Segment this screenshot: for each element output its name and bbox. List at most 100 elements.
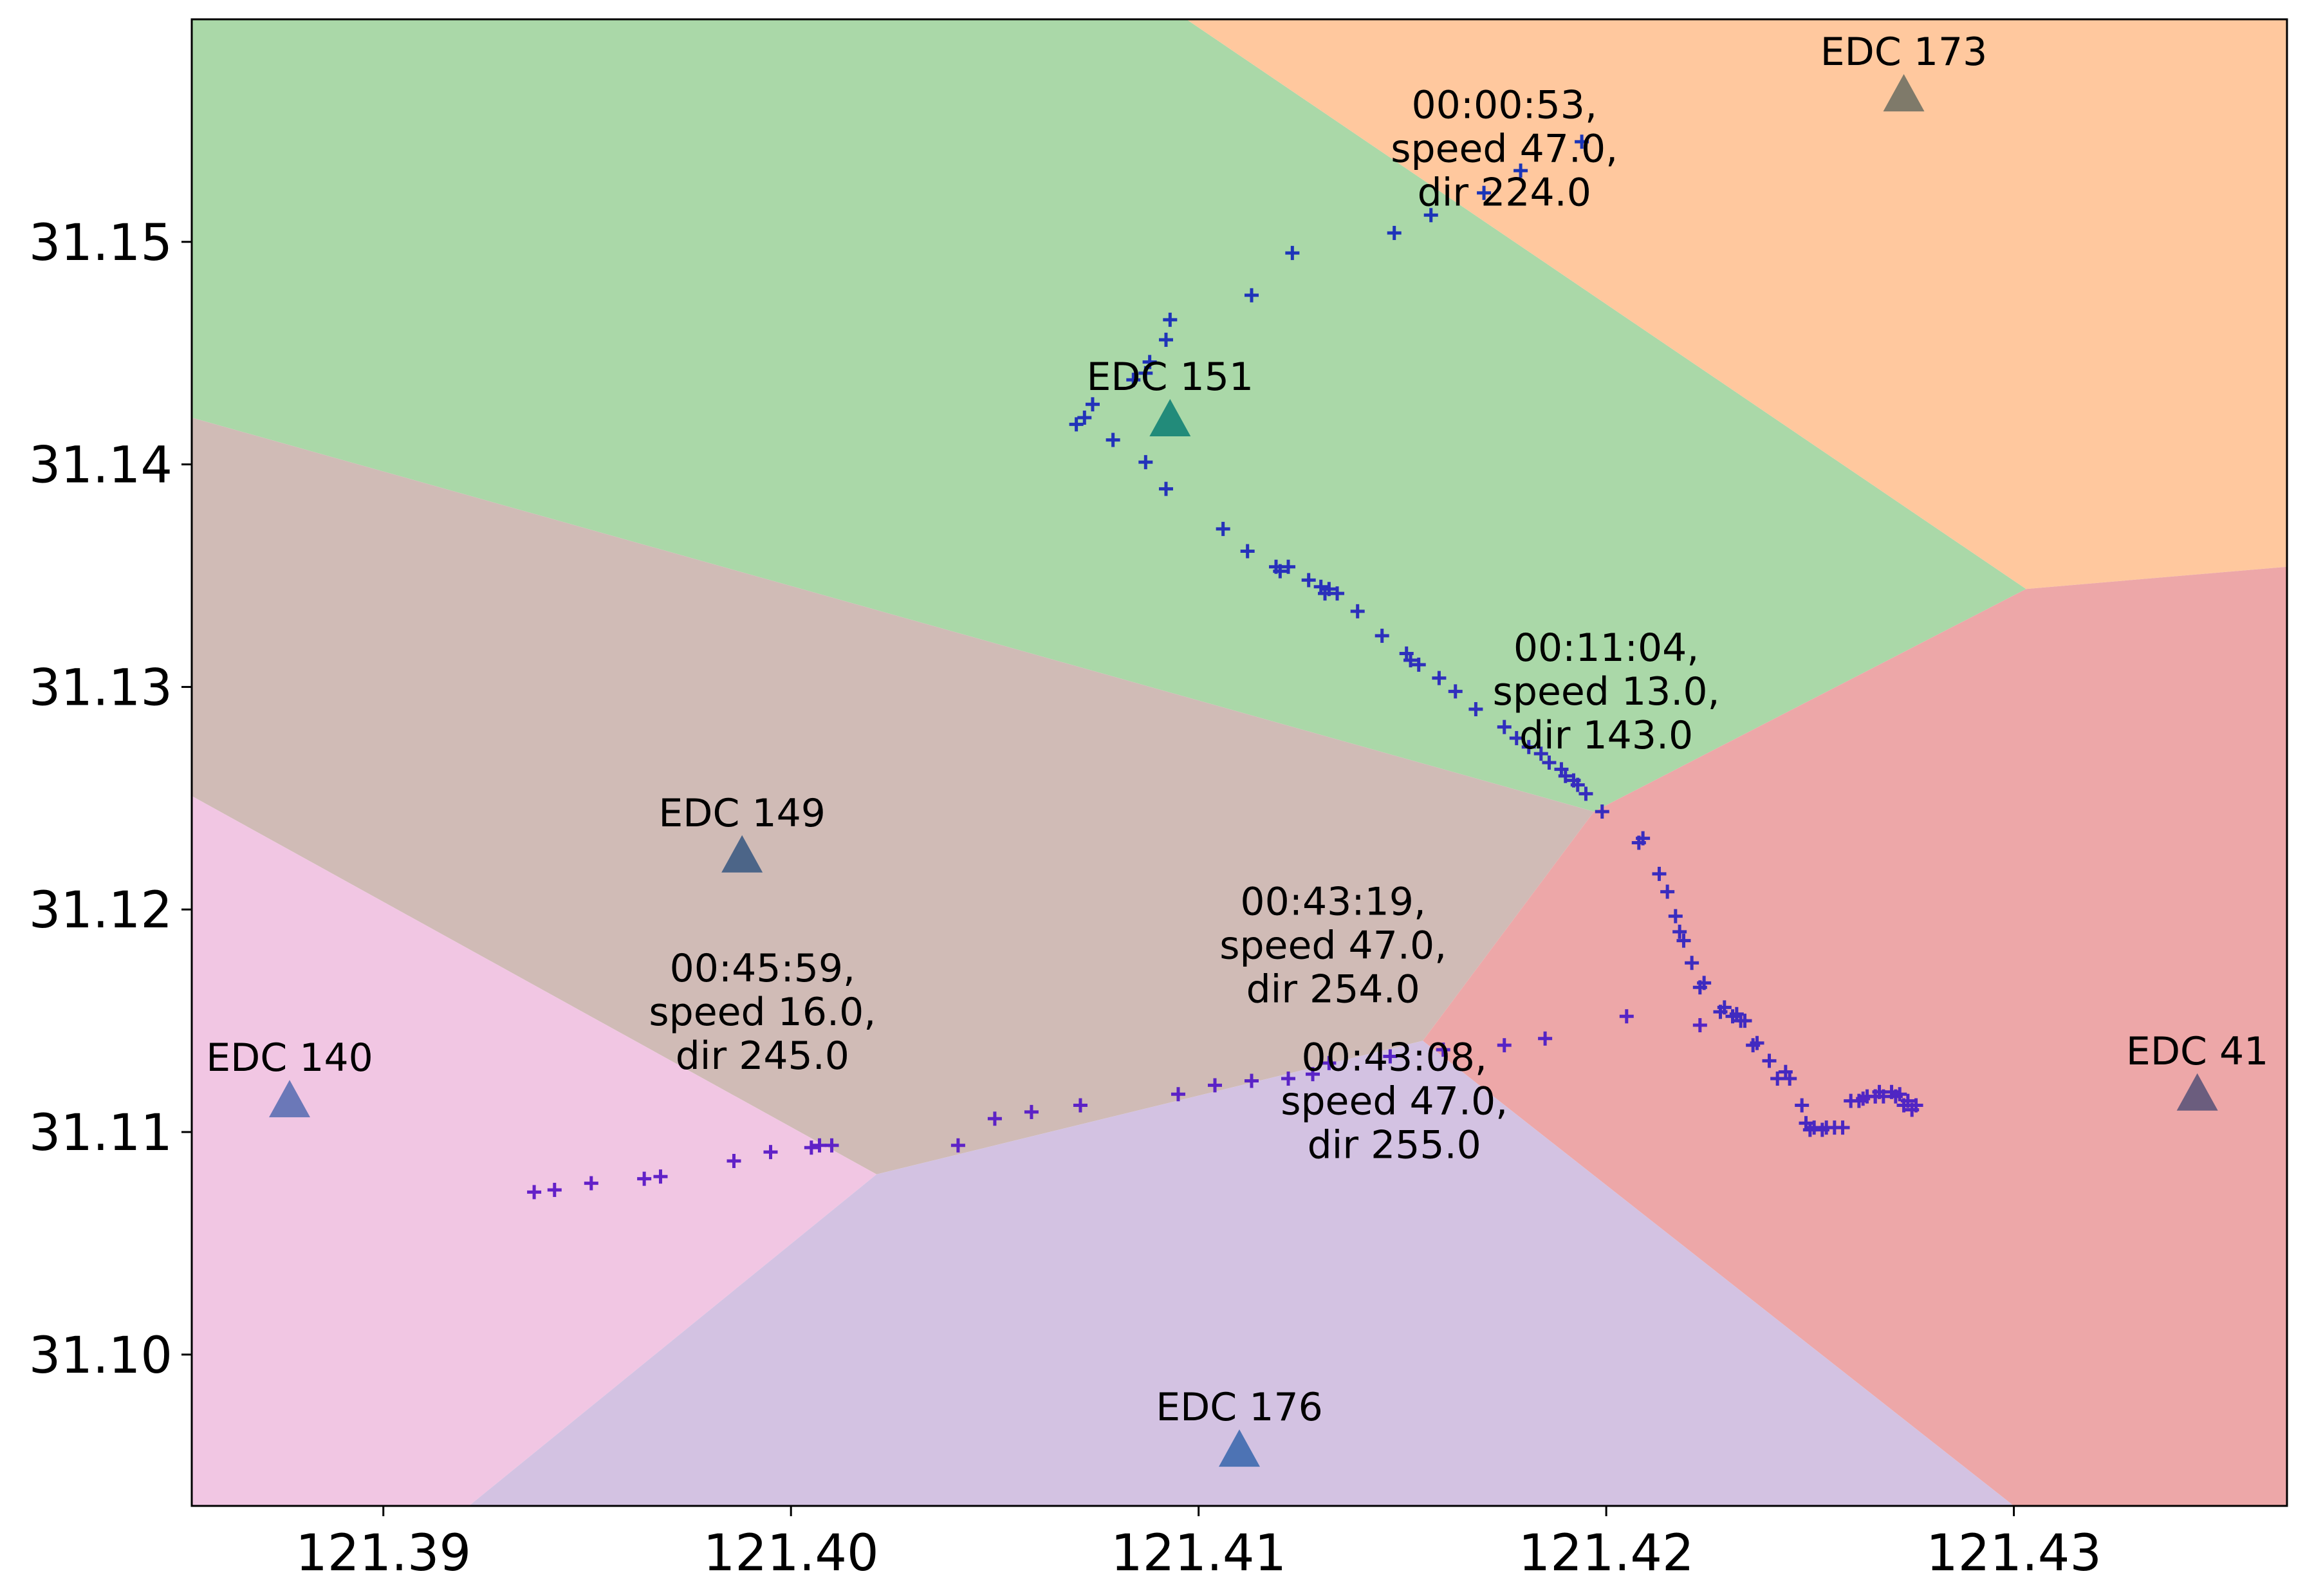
region-edc-173: [1186, 19, 2287, 589]
trajectory-point: [1868, 1089, 1883, 1104]
trajectory-point: [1636, 831, 1651, 846]
station-label: EDC 176: [1156, 1385, 1323, 1430]
trajectory-point: [547, 1182, 562, 1197]
trajectory-point: [1807, 1120, 1822, 1135]
voronoi-regions: [192, 19, 2287, 1506]
y-tick-label: 31.14: [29, 437, 172, 495]
station-marker: [1219, 1429, 1260, 1467]
region-edc-149: [192, 417, 1595, 1174]
trajectory-point: [527, 1185, 542, 1200]
trajectory-point: [1595, 804, 1609, 819]
trajectory-point: [1538, 1031, 1553, 1046]
trajectory-point: [763, 1145, 778, 1160]
trajectory-annotations: 00:00:53, speed 47.0, dir 224.0 00:11:04, sp…: [649, 82, 1719, 1167]
trajectory-point: [1770, 1072, 1785, 1086]
trajectory-point: [1468, 702, 1483, 717]
trajectory-point: [637, 1171, 652, 1186]
y-tick-label: 31.12: [29, 882, 172, 940]
trajectory-point: [1330, 586, 1345, 601]
trajectory-point: [1575, 135, 1589, 149]
trajectory-point: [1717, 1000, 1732, 1015]
trajectory-point: [1375, 628, 1389, 643]
trajectory-point: [1077, 410, 1092, 425]
trajectory-point: [1069, 417, 1084, 432]
trajectory-point: [1245, 288, 1259, 302]
trajectory-point: [1676, 933, 1691, 948]
annotation-label: 00:11:04, speed 13.0, dir 143.0: [1493, 626, 1720, 758]
station-label: EDC 149: [658, 791, 826, 836]
y-axis: 31.10 31.11 31.12 31.13 31.14 31.15: [29, 214, 192, 1385]
trajectory-point: [812, 1138, 827, 1153]
trajectory-points: [527, 135, 1923, 1200]
trajectory-point: [1158, 481, 1173, 496]
station-label: EDC 173: [1820, 30, 1988, 75]
trajectory-point: [1073, 1098, 1088, 1113]
y-tick-label: 31.13: [29, 659, 172, 717]
trajectory-point: [1570, 777, 1585, 792]
trajectory-point: [1126, 373, 1141, 387]
station-label: EDC 151: [1087, 355, 1254, 400]
trajectory-point: [1909, 1098, 1923, 1113]
trajectory-point: [1542, 756, 1557, 770]
region-edc-151: [192, 19, 2026, 812]
annotation-line: 00:43:19,: [1240, 879, 1426, 924]
trajectory-point: [1240, 544, 1255, 559]
annotation-label: 00:45:59, speed 16.0, dir 245.0: [649, 946, 876, 1079]
y-tick-label: 31.15: [29, 214, 172, 272]
y-tick-label: 31.10: [29, 1327, 172, 1385]
annotation-label: 00:00:53, speed 47.0, dir 224.0: [1391, 82, 1618, 215]
station-marker: [721, 835, 763, 873]
trajectory-point: [1207, 1078, 1222, 1093]
trajectory-point: [1685, 956, 1699, 970]
annotation-line: speed 47.0,: [1391, 126, 1618, 171]
trajectory-point: [1672, 924, 1687, 939]
trajectory-point: [1301, 573, 1316, 588]
trajectory-point: [584, 1176, 598, 1191]
annotation-line: dir 254.0: [1246, 967, 1420, 1012]
annotation-line: 00:45:59,: [670, 946, 856, 991]
trajectory-point: [1497, 1038, 1512, 1053]
annotation-label: 00:43:08, speed 47.0, dir 255.0: [1281, 1035, 1508, 1167]
trajectory-point: [804, 1140, 819, 1155]
trajectory-point: [1509, 730, 1524, 745]
x-tick-label: 121.41: [1111, 1525, 1286, 1582]
x-axis: 121.39 121.40 121.41 121.42 121.43: [295, 1506, 2102, 1582]
trajectory-point: [1737, 1014, 1752, 1028]
station-marker: [269, 1080, 311, 1118]
annotation-line: speed 13.0,: [1493, 669, 1720, 714]
annotation-line: dir 224.0: [1418, 170, 1591, 215]
trajectory-point: [1281, 559, 1296, 574]
trajectory-point: [1158, 332, 1173, 347]
y-tick-label: 31.11: [29, 1104, 172, 1162]
trajectory-point: [1387, 225, 1402, 240]
trajectory-point: [1216, 521, 1230, 536]
trajectory-point: [727, 1153, 741, 1168]
trajectory-point: [1835, 1120, 1850, 1135]
region-edc-41: [1423, 566, 2287, 1506]
station-marker: [2176, 1073, 2218, 1111]
trajectory-point: [1652, 866, 1667, 881]
trajectory-point: [1514, 163, 1528, 178]
trajectory-point: [1306, 1067, 1320, 1082]
trajectory-point: [1106, 432, 1120, 447]
trajectory-point: [1138, 455, 1153, 470]
trajectory-point: [1423, 208, 1438, 223]
annotation-line: speed 16.0,: [649, 990, 876, 1035]
trajectory-point: [1697, 976, 1712, 990]
trajectory-point: [1448, 684, 1463, 699]
trajectory-point: [1477, 185, 1492, 200]
annotation-line: dir 245.0: [676, 1034, 849, 1079]
trajectory-point: [1171, 1087, 1185, 1102]
trajectory-point: [653, 1169, 668, 1184]
annotation-line: 00:43:08,: [1301, 1035, 1487, 1080]
trajectory-point: [1273, 564, 1288, 579]
trajectory-point: [1668, 909, 1683, 923]
trajectory-point: [1142, 355, 1157, 369]
trajectory-point: [1350, 604, 1365, 618]
trajectory-point: [950, 1138, 965, 1153]
trajectory-point: [824, 1138, 839, 1153]
station-label: EDC 140: [206, 1035, 373, 1081]
annotation-line: dir 255.0: [1308, 1122, 1481, 1167]
station-marker: [1883, 74, 1925, 112]
